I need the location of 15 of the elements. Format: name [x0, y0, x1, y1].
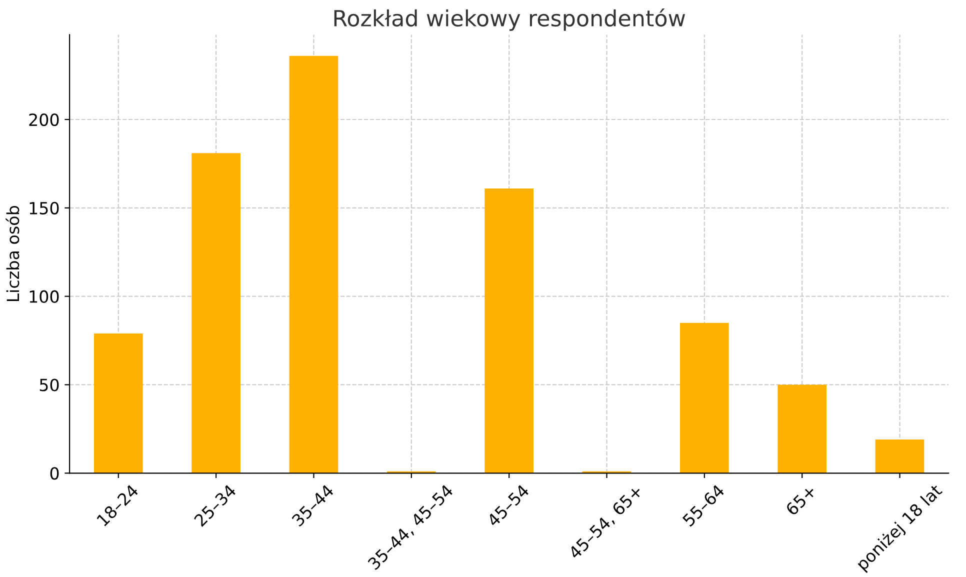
y-tick-label: 100	[30, 290, 59, 303]
bar	[680, 322, 729, 474]
bar	[875, 440, 924, 474]
bar	[778, 384, 827, 474]
bar	[484, 188, 534, 474]
bar	[192, 153, 240, 474]
y-tick-label: 200	[29, 113, 59, 126]
chart-title: Rozkład wiekowy respondentów	[334, 8, 686, 31]
bar	[94, 333, 143, 474]
y-tick-label: 0	[50, 467, 59, 480]
x-tick-label: 65+	[784, 484, 817, 516]
y-tick-label: 150	[30, 202, 59, 214]
y-tick-label: 50	[40, 378, 59, 392]
y-axis-title: Liczba osób	[6, 206, 20, 302]
bar	[289, 56, 338, 474]
